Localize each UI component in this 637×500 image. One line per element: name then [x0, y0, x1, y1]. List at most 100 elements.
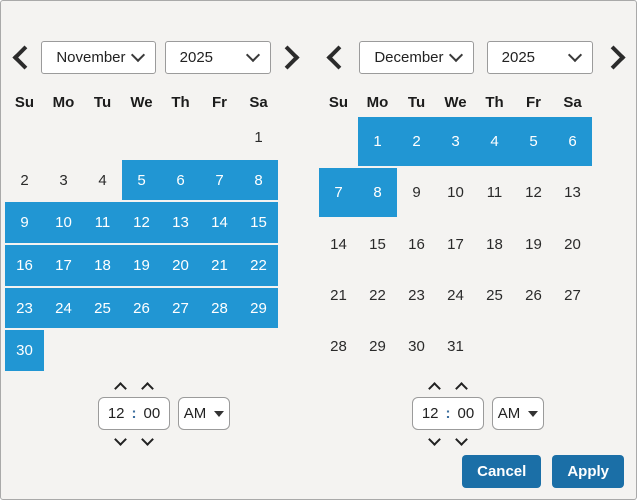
- start-month-select[interactable]: November: [41, 40, 157, 74]
- day-cell[interactable]: 17: [447, 235, 464, 253]
- day-cell[interactable]: 4: [475, 117, 514, 167]
- day-cell[interactable]: 21: [330, 286, 347, 304]
- day-cell[interactable]: 1: [254, 128, 263, 146]
- end-minute-up-button[interactable]: [455, 382, 468, 395]
- day-cell[interactable]: 15: [239, 202, 278, 244]
- start-year-select[interactable]: 2025: [164, 40, 271, 74]
- day-cell[interactable]: 20: [564, 235, 581, 253]
- end-time-field[interactable]: 12 : 00: [412, 397, 484, 430]
- day-cell[interactable]: 14: [200, 202, 239, 244]
- day-cell[interactable]: 22: [239, 245, 278, 286]
- day-cell[interactable]: 8: [358, 168, 397, 218]
- start-hour-value[interactable]: 12: [107, 405, 125, 422]
- day-cell[interactable]: 17: [44, 245, 83, 286]
- day-cell[interactable]: 8: [239, 159, 278, 201]
- day-cell[interactable]: 24: [447, 286, 464, 304]
- day-cell[interactable]: 3: [436, 117, 475, 167]
- day-cell[interactable]: 13: [564, 184, 581, 202]
- empty-cell: [239, 330, 278, 371]
- day-cell[interactable]: 2: [20, 171, 29, 189]
- day-cell[interactable]: 23: [5, 287, 44, 329]
- day-cell[interactable]: 12: [525, 184, 542, 202]
- cancel-button[interactable]: Cancel: [462, 455, 542, 488]
- day-cell[interactable]: 18: [486, 235, 503, 253]
- day-cell[interactable]: 25: [83, 287, 122, 329]
- day-cell[interactable]: 22: [369, 286, 386, 304]
- start-prev-month-button[interactable]: [9, 43, 37, 71]
- start-calendar: November 2025 Su Mo Tu We Th Fr Sa 1 2 3 4 5 6 7 8 9 10…: [3, 1, 309, 446]
- day-cell[interactable]: 13: [161, 202, 200, 244]
- end-minute-down-button[interactable]: [455, 433, 468, 446]
- end-hour-up-button[interactable]: [428, 382, 441, 395]
- chevron-down-icon: [567, 47, 582, 63]
- day-cell[interactable]: 26: [122, 287, 161, 329]
- day-cell[interactable]: 10: [44, 202, 83, 244]
- day-cell[interactable]: 6: [553, 117, 592, 167]
- day-cell[interactable]: 10: [447, 184, 464, 202]
- day-cell[interactable]: 28: [200, 287, 239, 329]
- day-cell[interactable]: 11: [83, 202, 122, 244]
- day-cell[interactable]: 11: [486, 184, 503, 202]
- day-cell[interactable]: 27: [564, 286, 581, 304]
- day-cell[interactable]: 4: [98, 171, 107, 189]
- start-time-picker: 12 : 00 AM: [98, 382, 232, 446]
- day-cell[interactable]: 28: [330, 337, 347, 355]
- end-prev-month-button[interactable]: [323, 43, 351, 71]
- day-cell[interactable]: 3: [59, 171, 68, 189]
- day-cell[interactable]: 30: [408, 337, 425, 355]
- weekday-label: Mo: [366, 94, 389, 111]
- day-cell[interactable]: 19: [122, 245, 161, 286]
- day-cell[interactable]: 2: [397, 117, 436, 167]
- day-cell[interactable]: 5: [514, 117, 553, 167]
- empty-cell: [83, 117, 122, 158]
- end-meridiem-value: AM: [497, 405, 521, 422]
- end-minute-value[interactable]: 00: [457, 405, 475, 422]
- day-cell[interactable]: 7: [200, 159, 239, 201]
- end-next-month-button[interactable]: [601, 43, 629, 71]
- start-time-field[interactable]: 12 : 00: [98, 397, 170, 430]
- day-cell[interactable]: 12: [122, 202, 161, 244]
- day-cell[interactable]: 23: [408, 286, 425, 304]
- start-minute-up-button[interactable]: [141, 382, 154, 395]
- start-minute-down-button[interactable]: [141, 433, 154, 446]
- day-cell[interactable]: 9: [412, 184, 421, 202]
- day-cell[interactable]: 27: [161, 287, 200, 329]
- apply-button[interactable]: Apply: [552, 455, 624, 488]
- day-cell[interactable]: 24: [44, 287, 83, 329]
- day-cell[interactable]: 16: [5, 245, 44, 286]
- day-cell[interactable]: 9: [5, 202, 44, 244]
- day-cell[interactable]: 29: [239, 287, 278, 329]
- day-cell[interactable]: 5: [122, 159, 161, 201]
- day-cell[interactable]: 16: [408, 235, 425, 253]
- start-hour-up-button[interactable]: [114, 382, 127, 395]
- day-cell[interactable]: 19: [525, 235, 542, 253]
- day-cell[interactable]: 20: [161, 245, 200, 286]
- end-year-select[interactable]: 2025: [486, 40, 593, 74]
- weekday-label: Th: [485, 94, 504, 111]
- day-cell[interactable]: 25: [486, 286, 503, 304]
- start-next-month-button[interactable]: [275, 43, 303, 71]
- end-time-row: 12 : 00 AM: [412, 397, 546, 430]
- day-cell[interactable]: 14: [330, 235, 347, 253]
- end-meridiem-select[interactable]: AM: [492, 397, 544, 430]
- day-cell[interactable]: 1: [358, 117, 397, 167]
- day-cell[interactable]: 30: [5, 330, 44, 372]
- start-hour-down-button[interactable]: [114, 433, 127, 446]
- start-meridiem-value: AM: [183, 405, 207, 422]
- day-cell[interactable]: 31: [447, 337, 464, 355]
- day-cell[interactable]: 26: [525, 286, 542, 304]
- end-hour-down-button[interactable]: [428, 433, 441, 446]
- end-weekday-row: Su Mo Tu We Th Fr Sa: [319, 94, 592, 112]
- day-cell[interactable]: 7: [319, 168, 358, 218]
- day-cell[interactable]: 21: [200, 245, 239, 286]
- day-cell[interactable]: 6: [161, 159, 200, 201]
- day-cell[interactable]: 18: [83, 245, 122, 286]
- start-minute-value[interactable]: 00: [143, 405, 161, 422]
- end-month-select[interactable]: December: [359, 40, 475, 74]
- day-cell[interactable]: 29: [369, 337, 386, 355]
- empty-cell: [514, 322, 553, 371]
- start-time-up-spinners: [98, 382, 170, 395]
- day-cell[interactable]: 15: [369, 235, 386, 253]
- start-meridiem-select[interactable]: AM: [178, 397, 230, 430]
- end-hour-value[interactable]: 12: [421, 405, 439, 422]
